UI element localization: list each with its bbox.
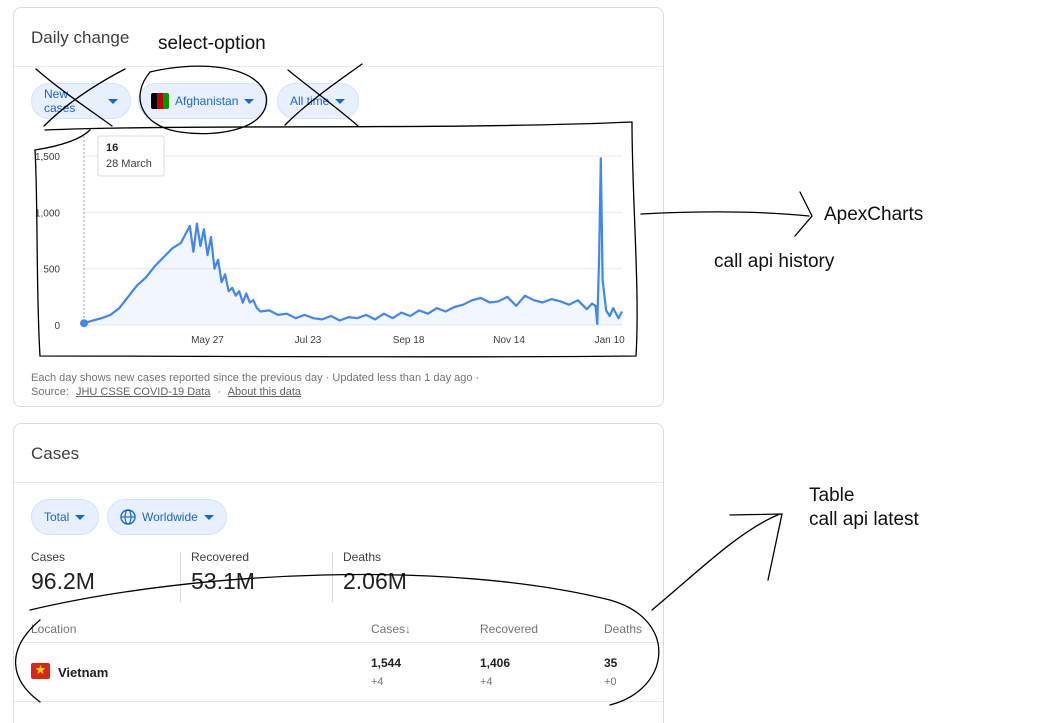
row-deaths-delta: +0	[604, 676, 617, 688]
x-tick-label: May 27	[191, 335, 224, 346]
annotation-call-api-latest: call api latest	[809, 509, 919, 530]
card-title: Cases	[31, 444, 80, 463]
arrow-apex	[640, 191, 813, 237]
daily-change-card: Daily change New cases Afghanistan All t…	[13, 7, 664, 407]
region-select[interactable]: Worldwide	[107, 499, 227, 535]
col-header-recovered[interactable]: Recovered	[480, 622, 539, 636]
y-tick-label: 1,000	[35, 208, 60, 219]
chevron-down-icon	[108, 98, 118, 104]
x-tick-label: Sep 18	[393, 335, 425, 346]
footnote-text: Each day shows new cases reported since …	[31, 372, 480, 384]
stat-cases: Cases 96.2M	[31, 550, 95, 595]
vietnam-flag-icon	[31, 662, 50, 679]
col-header-cases-label: Cases	[371, 622, 406, 636]
row-location: Vietnam	[58, 665, 109, 680]
series-area	[84, 158, 622, 325]
stat-value: 53.1M	[191, 568, 255, 594]
annotation-apexcharts: ApexCharts	[824, 204, 924, 225]
source-link[interactable]: JHU CSSE COVID-19 Data	[75, 386, 211, 398]
y-tick-label: 500	[43, 265, 60, 276]
stat-recovered: Recovered 53.1M	[191, 550, 255, 595]
chevron-down-icon	[244, 98, 255, 104]
chevron-down-icon	[335, 98, 346, 104]
divider	[14, 701, 663, 702]
stat-deaths: Deaths 2.06M	[343, 550, 407, 595]
row-deaths: 35	[604, 656, 618, 670]
col-header-deaths[interactable]: Deaths	[604, 622, 643, 636]
table-row[interactable]: Vietnam 1,544 +4 1,406 +4 35 +0	[14, 643, 663, 701]
annotation-select-option: select-option	[158, 33, 266, 54]
globe-icon	[120, 509, 136, 525]
divider	[14, 66, 663, 67]
source-label: Source:	[31, 386, 69, 398]
x-tick-label: Jan 10	[595, 335, 625, 346]
row-recovered-delta: +4	[480, 676, 493, 688]
x-tick-label: Jul 23	[295, 335, 322, 346]
country-select-label: Afghanistan	[175, 94, 239, 108]
col-header-cases[interactable]: Cases↓	[371, 622, 411, 636]
type-select[interactable]: Total	[31, 499, 99, 535]
metric-select-label: New cases	[44, 87, 76, 115]
divider	[180, 552, 181, 602]
type-select-label: Total	[44, 510, 70, 524]
country-select[interactable]: Afghanistan	[138, 83, 268, 119]
data-point	[80, 319, 88, 328]
cases-card: Cases Total Worldwide Cases 96.2M Recove…	[13, 423, 664, 723]
arrow-table	[651, 513, 783, 611]
region-select-label: Worldwide	[142, 510, 198, 524]
range-select-label: All time	[290, 94, 330, 108]
afghanistan-flag-icon	[151, 93, 169, 109]
stat-label: Cases	[31, 550, 66, 564]
x-tick-label: Nov 14	[493, 335, 525, 346]
tooltip-date: 28 March	[106, 158, 152, 170]
metric-select[interactable]: New cases	[31, 83, 131, 119]
y-tick-label: 0	[54, 321, 60, 332]
stat-label: Recovered	[191, 550, 250, 564]
y-tick-label: 1,500	[35, 152, 60, 163]
chart-tooltip: 16 28 March	[97, 135, 165, 177]
row-cases-delta: +4	[371, 676, 384, 688]
about-data-link[interactable]: About this data	[227, 386, 302, 398]
row-recovered: 1,406	[480, 656, 511, 670]
stat-value: 2.06M	[343, 568, 407, 594]
col-header-location[interactable]: Location	[31, 622, 77, 636]
daily-cases-chart[interactable]: 0 500 1,000 1,500 May 27 Jul 23 Sep 18 Nov 14 Ja…	[14, 128, 663, 353]
annotation-table: Table	[809, 485, 855, 506]
divider	[332, 552, 333, 602]
chevron-down-icon	[75, 514, 86, 520]
chevron-down-icon	[203, 514, 214, 520]
card-title: Daily change	[31, 28, 130, 47]
stat-value: 96.2M	[31, 568, 95, 594]
range-select[interactable]: All time	[277, 83, 359, 119]
annotation-call-api-history: call api history	[714, 251, 835, 272]
stat-label: Deaths	[343, 550, 382, 564]
sort-down-icon: ↓	[405, 622, 412, 636]
divider	[14, 482, 663, 483]
tooltip-value: 16	[106, 142, 118, 154]
row-cases: 1,544	[371, 656, 402, 670]
separator: ·	[217, 386, 222, 398]
